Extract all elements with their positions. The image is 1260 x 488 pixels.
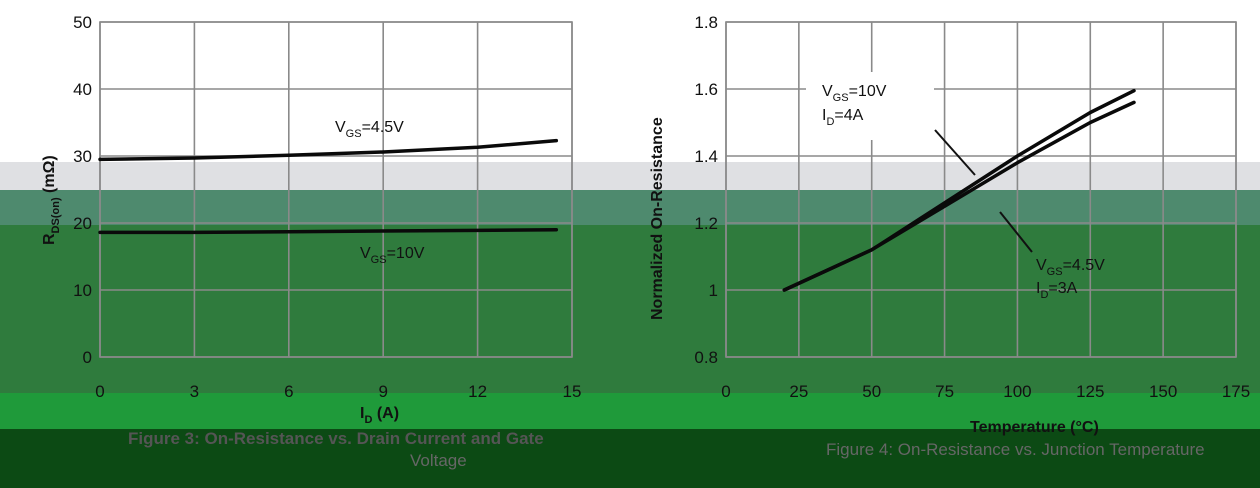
- y-tick-label: 40: [73, 80, 92, 99]
- x-tick-label: 175: [1222, 382, 1250, 401]
- annotation-vgs10: VGS=10V: [360, 245, 425, 266]
- x-tick-label: 75: [935, 382, 954, 401]
- caption-1-line2: Voltage: [410, 451, 467, 470]
- y-axis-title-1: RDS(on) (mΩ): [41, 155, 62, 245]
- plot-frame: [725, 21, 1237, 358]
- annotation-arrow-1: [934, 129, 976, 176]
- annotation-id4: ID=4A: [822, 107, 864, 128]
- green-band: [0, 225, 1260, 393]
- grey-band: [0, 162, 1260, 192]
- y-tick-label: 30: [73, 147, 92, 166]
- y-tick-label: 1.2: [694, 214, 718, 233]
- x-tick-label: 150: [1149, 382, 1177, 401]
- x-tick-label: 25: [789, 382, 808, 401]
- y-tick-label: 10: [73, 281, 92, 300]
- bright-green-band: [0, 393, 1260, 429]
- y-tick-label: 20: [73, 214, 92, 233]
- plot-frame: [99, 21, 573, 358]
- y-tick-label: 1.4: [694, 147, 718, 166]
- dark-green-band: [0, 429, 1260, 488]
- caption-1: Figure 3: On-Resistance vs. Drain Curren…: [128, 429, 544, 448]
- x-tick-label: 0: [95, 382, 104, 401]
- y-tick-label: 1.6: [694, 80, 718, 99]
- x-tick-label: 125: [1076, 382, 1104, 401]
- annotation-arrow-2: [999, 211, 1033, 253]
- x-tick-label: 9: [378, 382, 387, 401]
- x-tick-label: 0: [721, 382, 730, 401]
- annotation-vgs10-b: VGS=10V: [822, 83, 887, 104]
- x-tick-label: 100: [1003, 382, 1031, 401]
- x-tick-label: 12: [468, 382, 487, 401]
- annotation-vgs45-b: VGS=4.5V: [1036, 257, 1105, 278]
- x-tick-label: 6: [284, 382, 293, 401]
- y-tick-label: 50: [73, 13, 92, 32]
- annotation-id3: ID=3A: [1036, 280, 1078, 301]
- annotation-vgs45: VGS=4.5V: [335, 119, 404, 140]
- y-tick-label: 1: [709, 281, 718, 300]
- x-tick-label: 50: [862, 382, 881, 401]
- y-tick-label: 1.8: [694, 13, 718, 32]
- annotation-box-vgs10: [806, 72, 934, 140]
- series-line-2: [98, 227, 559, 235]
- x-tick-label: 15: [563, 382, 582, 401]
- y-tick-label: 0.8: [694, 348, 718, 367]
- chart-1: 0 3 6 9 12 15 0 10 20 30 40 50: [73, 13, 581, 401]
- x-tick-label: 3: [190, 382, 199, 401]
- series-line-2: [782, 100, 1136, 292]
- y-axis-title-2: Normalized On-Resistance: [649, 117, 666, 320]
- y-tick-label: 0: [83, 348, 92, 367]
- series-line-1: [98, 138, 559, 162]
- x-axis-title-2: Temperature (°C): [970, 419, 1099, 436]
- x-axis-title-1: ID (A): [360, 405, 399, 426]
- teal-band: [0, 190, 1260, 225]
- caption-2: Figure 4: On-Resistance vs. Junction Tem…: [826, 440, 1205, 459]
